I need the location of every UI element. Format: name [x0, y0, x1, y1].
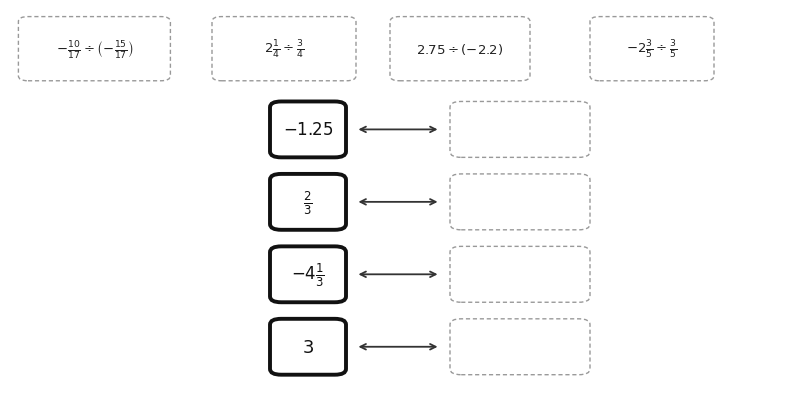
- Text: $-1.25$: $-1.25$: [282, 121, 334, 139]
- FancyBboxPatch shape: [450, 102, 590, 158]
- FancyBboxPatch shape: [590, 17, 714, 82]
- FancyBboxPatch shape: [450, 247, 590, 302]
- FancyBboxPatch shape: [270, 174, 346, 230]
- Text: $\frac{2}{3}$: $\frac{2}{3}$: [303, 189, 313, 216]
- FancyBboxPatch shape: [270, 247, 346, 302]
- FancyBboxPatch shape: [18, 17, 170, 82]
- FancyBboxPatch shape: [390, 17, 530, 82]
- FancyBboxPatch shape: [450, 174, 590, 230]
- FancyBboxPatch shape: [270, 319, 346, 375]
- Text: $-4\frac{1}{3}$: $-4\frac{1}{3}$: [291, 261, 325, 288]
- FancyBboxPatch shape: [450, 319, 590, 375]
- Text: $2.75 \div (-2.2)$: $2.75 \div (-2.2)$: [416, 42, 504, 57]
- Text: $3$: $3$: [302, 338, 314, 356]
- Text: $-2\frac{3}{5} \div \frac{3}{5}$: $-2\frac{3}{5} \div \frac{3}{5}$: [626, 38, 678, 61]
- FancyBboxPatch shape: [270, 102, 346, 158]
- FancyBboxPatch shape: [212, 17, 356, 82]
- Text: $2\frac{1}{4} \div \frac{3}{4}$: $2\frac{1}{4} \div \frac{3}{4}$: [264, 38, 304, 61]
- Text: $-\frac{10}{17} \div \left(-\frac{15}{17}\right)$: $-\frac{10}{17} \div \left(-\frac{15}{17…: [55, 39, 134, 60]
